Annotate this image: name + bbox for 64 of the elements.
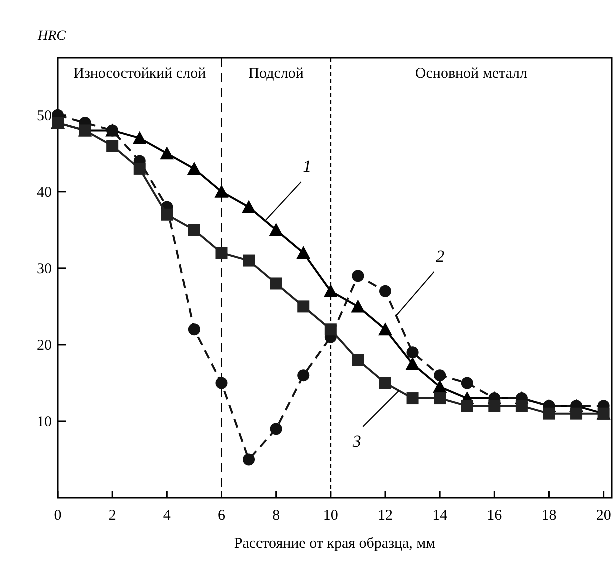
point — [161, 208, 174, 221]
point — [379, 285, 392, 298]
x-tick-label: 12 — [378, 508, 393, 524]
point — [516, 400, 528, 412]
point — [352, 354, 364, 366]
point — [379, 377, 392, 390]
point — [188, 324, 200, 336]
annotation: Подслой — [248, 66, 304, 82]
y-tick-label: 30 — [37, 261, 52, 278]
point — [434, 392, 446, 405]
point — [434, 370, 446, 382]
annotation: Основной металл — [415, 66, 528, 82]
point — [270, 423, 282, 436]
x-axis-title: Расстояние от края образца, мм — [234, 536, 436, 552]
point — [433, 380, 448, 394]
point — [324, 284, 338, 298]
point — [461, 377, 474, 390]
x-tick-label: 10 — [323, 508, 338, 524]
point — [132, 131, 147, 144]
point — [216, 247, 228, 260]
point — [406, 346, 419, 359]
point — [243, 254, 256, 267]
point — [270, 278, 282, 290]
text: 2 — [436, 246, 446, 266]
point — [461, 400, 474, 412]
point — [134, 162, 146, 175]
point — [187, 162, 202, 175]
text: 1 — [303, 156, 312, 176]
point — [570, 408, 583, 420]
point — [543, 408, 556, 420]
y-tick-label: 20 — [37, 338, 52, 354]
x-tick-label: 18 — [542, 508, 557, 524]
point — [298, 300, 310, 313]
x-tick-label: 20 — [596, 508, 612, 524]
x-tick-label: 8 — [272, 508, 280, 524]
x-tick-label: 14 — [432, 508, 448, 524]
point — [242, 200, 256, 214]
point — [269, 223, 284, 236]
point — [406, 392, 419, 405]
point — [406, 357, 420, 370]
point — [216, 377, 228, 390]
x-tick-label: 16 — [487, 508, 503, 524]
y-tick-label: 10 — [37, 414, 52, 430]
point — [298, 370, 310, 382]
x-tick-label: 2 — [108, 508, 116, 524]
point — [214, 184, 229, 198]
point — [351, 300, 366, 313]
x-tick-label: 6 — [218, 508, 226, 524]
y-axis-title: HRC — [37, 29, 67, 44]
point — [488, 400, 501, 412]
point — [378, 322, 392, 336]
point — [243, 454, 256, 466]
y-tick-label: 40 — [37, 184, 52, 201]
point — [160, 146, 174, 160]
x-tick-label: 0 — [54, 508, 62, 524]
point — [106, 140, 119, 152]
text: 3 — [352, 432, 362, 451]
x-tick-label: 4 — [163, 508, 172, 524]
y-tick-label: 50 — [37, 108, 52, 124]
point — [296, 246, 311, 260]
annotation: Износостойкий слой — [74, 66, 206, 82]
point — [188, 224, 200, 236]
point — [352, 270, 364, 282]
point — [324, 324, 337, 336]
